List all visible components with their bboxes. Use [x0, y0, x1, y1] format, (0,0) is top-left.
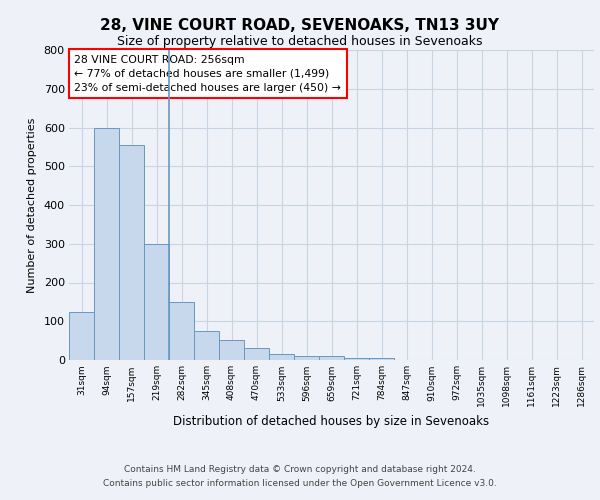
Bar — [319, 356, 344, 360]
Bar — [244, 348, 269, 360]
X-axis label: Distribution of detached houses by size in Sevenoaks: Distribution of detached houses by size … — [173, 414, 490, 428]
Text: Size of property relative to detached houses in Sevenoaks: Size of property relative to detached ho… — [117, 35, 483, 48]
Bar — [169, 302, 194, 360]
Y-axis label: Number of detached properties: Number of detached properties — [27, 118, 37, 292]
Bar — [269, 354, 294, 360]
Bar — [219, 340, 244, 360]
Bar — [344, 358, 369, 360]
Text: 28, VINE COURT ROAD, SEVENOAKS, TN13 3UY: 28, VINE COURT ROAD, SEVENOAKS, TN13 3UY — [101, 18, 499, 32]
Bar — [194, 331, 219, 360]
Text: Contains HM Land Registry data © Crown copyright and database right 2024.
Contai: Contains HM Land Registry data © Crown c… — [103, 466, 497, 487]
Text: 28 VINE COURT ROAD: 256sqm
← 77% of detached houses are smaller (1,499)
23% of s: 28 VINE COURT ROAD: 256sqm ← 77% of deta… — [74, 54, 341, 92]
Bar — [369, 358, 394, 360]
Bar — [69, 312, 94, 360]
Bar — [294, 356, 319, 360]
Bar — [94, 128, 119, 360]
Bar — [144, 244, 169, 360]
Bar — [119, 145, 144, 360]
